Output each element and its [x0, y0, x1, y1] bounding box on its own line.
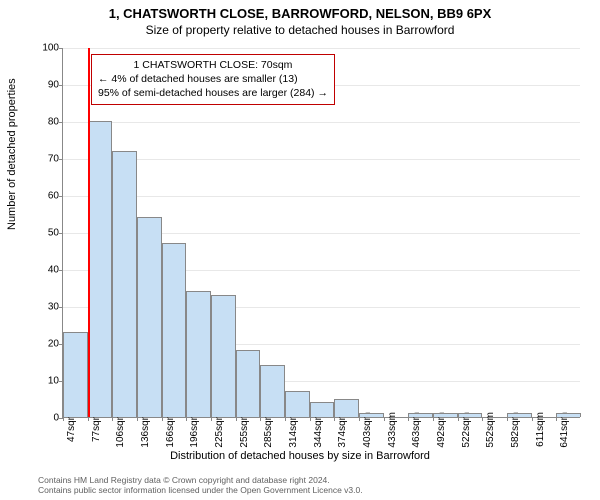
- attribution: Contains HM Land Registry data © Crown c…: [38, 475, 363, 496]
- histogram-bar: [88, 121, 113, 417]
- histogram-bar: [310, 402, 335, 417]
- histogram-bar: [260, 365, 285, 417]
- histogram-bar: [556, 413, 581, 417]
- x-tick-mark: [63, 417, 64, 421]
- attribution-line-1: Contains HM Land Registry data © Crown c…: [38, 475, 363, 486]
- gridline: [63, 159, 580, 160]
- histogram-bar: [137, 217, 162, 417]
- plot-area: 010203040506070809010047sqm77sqm106sqm13…: [62, 48, 580, 418]
- x-tick-mark: [285, 417, 286, 421]
- y-tick-label: 20: [33, 339, 59, 350]
- x-tick-mark: [137, 417, 138, 421]
- x-tick-mark: [162, 417, 163, 421]
- y-tick-label: 50: [33, 228, 59, 239]
- y-tick-label: 60: [33, 191, 59, 202]
- histogram-bar: [211, 295, 236, 417]
- y-tick-label: 70: [33, 154, 59, 165]
- x-tick-mark: [556, 417, 557, 421]
- x-tick-mark: [433, 417, 434, 421]
- gridline: [63, 122, 580, 123]
- y-axis-label: Number of detached properties: [6, 78, 18, 230]
- histogram-bar: [285, 391, 310, 417]
- reference-info-box: 1 CHATSWORTH CLOSE: 70sqm ← 4% of detach…: [91, 54, 335, 105]
- title-line-2: Size of property relative to detached ho…: [0, 21, 600, 37]
- histogram-bar: [433, 413, 458, 417]
- x-tick-mark: [211, 417, 212, 421]
- attribution-line-2: Contains public sector information licen…: [38, 485, 363, 496]
- histogram-bar: [507, 413, 532, 417]
- histogram-bar: [112, 151, 137, 417]
- x-tick-mark: [458, 417, 459, 421]
- gridline: [63, 196, 580, 197]
- y-tick-label: 10: [33, 376, 59, 387]
- x-tick-label: 641sqm: [559, 376, 570, 412]
- histogram-bar: [458, 413, 483, 417]
- x-tick-label: 611sqm: [535, 377, 546, 412]
- y-tick-mark: [59, 48, 63, 49]
- y-tick-label: 100: [33, 43, 59, 54]
- histogram-bar: [63, 332, 88, 417]
- x-tick-label: 433sqm: [387, 376, 398, 412]
- y-tick-label: 90: [33, 80, 59, 91]
- x-tick-label: 552sqm: [485, 376, 496, 412]
- info-line-1: 1 CHATSWORTH CLOSE: 70sqm: [98, 58, 328, 72]
- histogram-bar: [186, 291, 211, 417]
- x-tick-mark: [334, 417, 335, 421]
- info-line-3: 95% of semi-detached houses are larger (…: [98, 86, 328, 100]
- title-line-1: 1, CHATSWORTH CLOSE, BARROWFORD, NELSON,…: [0, 0, 600, 21]
- y-tick-mark: [59, 196, 63, 197]
- x-tick-mark: [384, 417, 385, 421]
- reference-line: [88, 48, 90, 417]
- histogram-bar: [236, 350, 261, 417]
- y-tick-label: 30: [33, 302, 59, 313]
- y-tick-label: 0: [33, 413, 59, 424]
- info-line-2: ← 4% of detached houses are smaller (13): [98, 72, 328, 86]
- histogram-bar: [162, 243, 187, 417]
- x-tick-mark: [482, 417, 483, 421]
- x-tick-mark: [236, 417, 237, 421]
- histogram-bar: [359, 413, 384, 417]
- gridline: [63, 48, 580, 49]
- y-tick-mark: [59, 307, 63, 308]
- x-tick-mark: [408, 417, 409, 421]
- x-tick-label: 463sqm: [411, 376, 422, 412]
- x-tick-label: 492sqm: [436, 376, 447, 412]
- y-tick-mark: [59, 159, 63, 160]
- chart-container: 1, CHATSWORTH CLOSE, BARROWFORD, NELSON,…: [0, 0, 600, 500]
- y-tick-mark: [59, 85, 63, 86]
- x-tick-label: 522sqm: [461, 376, 472, 412]
- x-tick-mark: [112, 417, 113, 421]
- y-tick-mark: [59, 122, 63, 123]
- x-tick-mark: [507, 417, 508, 421]
- y-tick-mark: [59, 233, 63, 234]
- x-tick-mark: [186, 417, 187, 421]
- x-tick-label: 582sqm: [510, 376, 521, 412]
- x-tick-mark: [310, 417, 311, 421]
- histogram-bar: [408, 413, 433, 417]
- y-tick-label: 40: [33, 265, 59, 276]
- y-tick-label: 80: [33, 117, 59, 128]
- x-tick-mark: [359, 417, 360, 421]
- x-tick-mark: [260, 417, 261, 421]
- x-tick-mark: [532, 417, 533, 421]
- x-tick-label: 403sqm: [362, 376, 373, 412]
- x-axis-label: Distribution of detached houses by size …: [0, 450, 600, 462]
- histogram-bar: [334, 399, 359, 418]
- y-tick-mark: [59, 270, 63, 271]
- x-tick-mark: [88, 417, 89, 421]
